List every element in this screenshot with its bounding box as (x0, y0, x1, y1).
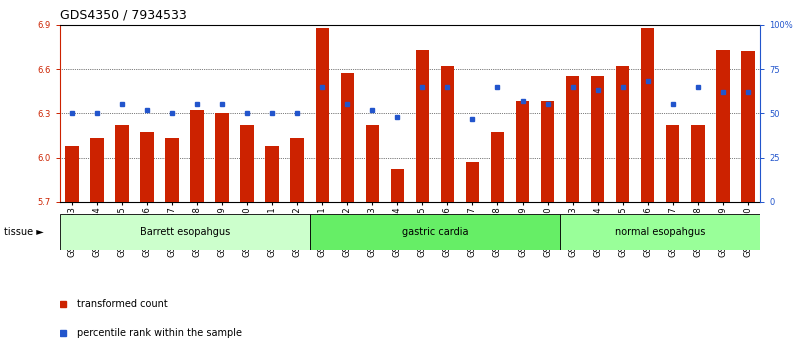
Bar (540, 102, 554, 202)
Bar (166, 138, 179, 202)
Text: normal esopahgus: normal esopahgus (615, 227, 705, 237)
Bar (416, 50, 429, 202)
Bar (216, 113, 229, 202)
Text: gastric cardia: gastric cardia (402, 227, 468, 237)
Bar (490, 132, 505, 202)
Text: tissue ►: tissue ► (4, 227, 44, 237)
Bar (691, 125, 704, 202)
Bar (665, 125, 680, 202)
Bar (90, 138, 104, 202)
Bar (716, 50, 729, 202)
Bar (591, 76, 604, 202)
Bar (115, 125, 129, 202)
Bar (641, 28, 654, 202)
Text: GDS4350 / 7934533: GDS4350 / 7934533 (60, 9, 186, 22)
Bar (315, 28, 330, 202)
Bar (615, 66, 630, 202)
Bar (240, 125, 254, 202)
Bar (365, 125, 379, 202)
Bar (291, 138, 304, 202)
Bar (466, 162, 479, 202)
Bar (65, 146, 79, 202)
Bar (560, 214, 760, 250)
Bar (566, 76, 579, 202)
Bar (60, 214, 310, 250)
Bar (265, 146, 279, 202)
Bar (741, 51, 755, 202)
Bar (190, 110, 204, 202)
Bar (310, 214, 560, 250)
Bar (391, 169, 404, 202)
Bar (140, 132, 154, 202)
Text: Barrett esopahgus: Barrett esopahgus (139, 227, 230, 237)
Bar (440, 66, 455, 202)
Text: percentile rank within the sample: percentile rank within the sample (77, 328, 242, 338)
Bar (341, 73, 354, 202)
Bar (516, 102, 529, 202)
Text: transformed count: transformed count (77, 299, 168, 309)
